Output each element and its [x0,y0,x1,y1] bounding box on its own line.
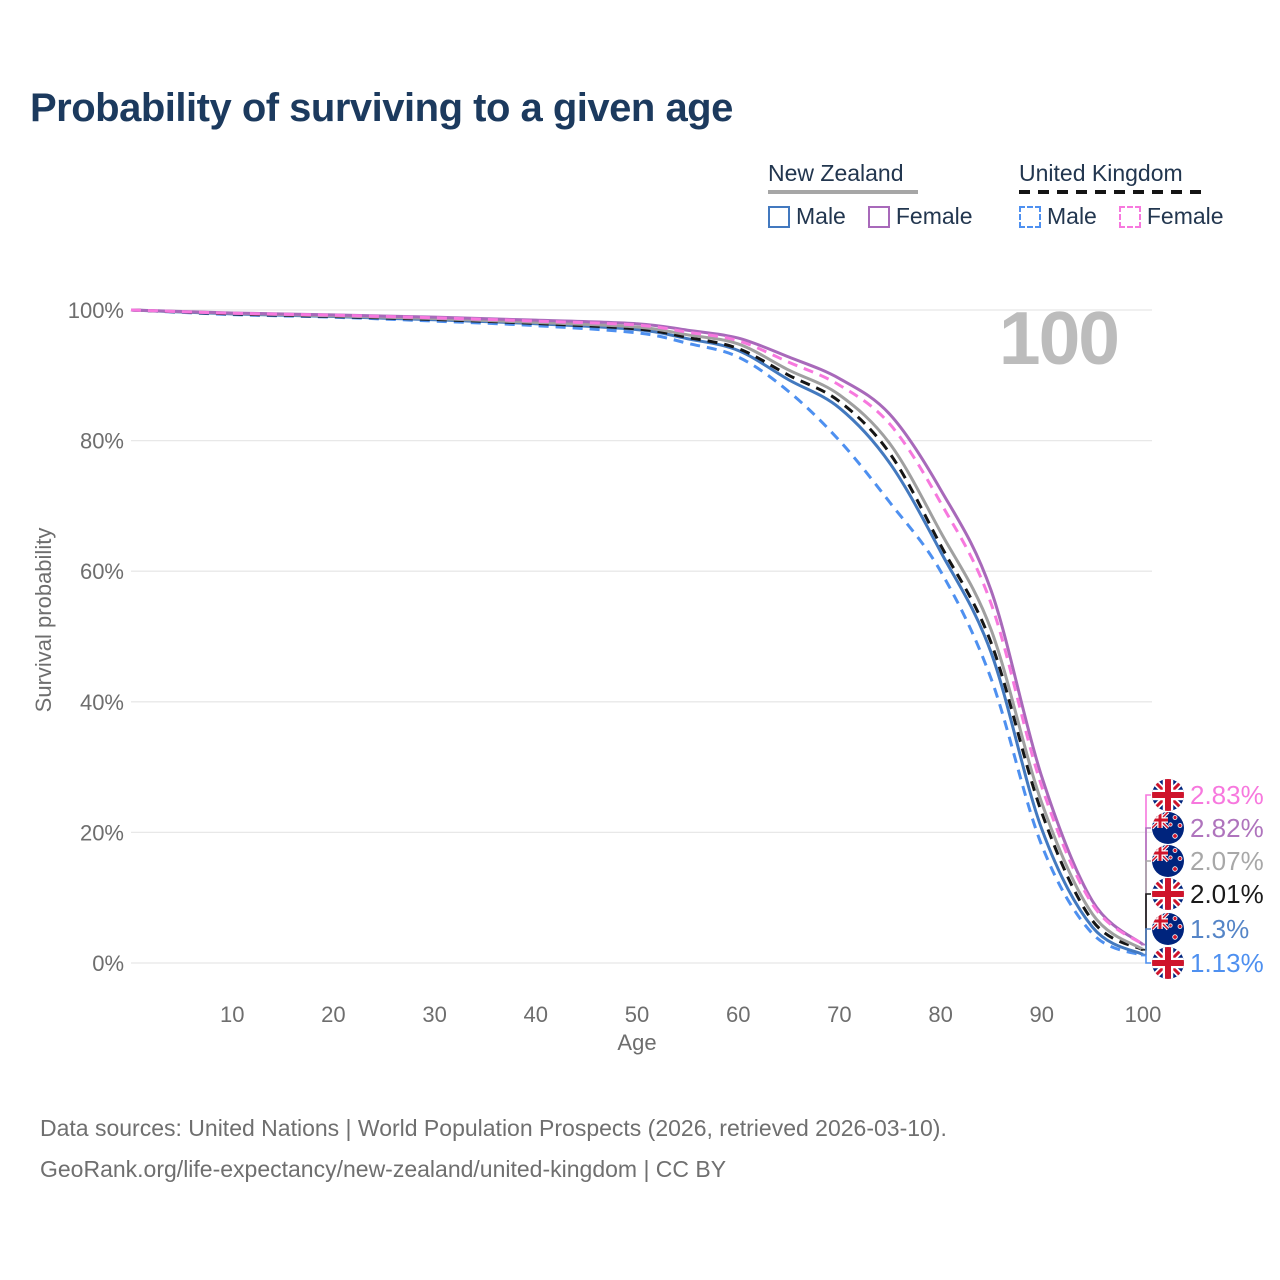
uk-flag-icon [1152,878,1184,910]
svg-text:100: 100 [1125,1002,1162,1027]
legend-item-nz-male[interactable]: Male [768,203,846,230]
nz-flag-icon [1152,845,1184,877]
end-label-row: 2.07% [1152,845,1264,877]
y-axis-title: Survival probability [31,527,56,713]
svg-text:40: 40 [524,1002,548,1027]
uk-female-swatch-icon [1118,205,1141,228]
svg-text:70: 70 [827,1002,851,1027]
curve-uk-female [130,308,1144,946]
svg-text:90: 90 [1030,1002,1054,1027]
nz-male-swatch-icon [768,205,790,228]
legend-group-title-uk: United Kingdom [1019,160,1183,186]
footer-sources: Data sources: United Nations | World Pop… [40,1115,947,1141]
legend-item-label: Female [1146,203,1224,229]
svg-text:10: 10 [220,1002,244,1027]
end-label-value: 1.3% [1190,913,1250,944]
end-label-value: 2.01% [1190,878,1264,909]
nz-female-swatch-icon [867,205,890,228]
curve-nz-both [130,308,1144,951]
legend-item-uk-female[interactable]: Female [1118,203,1224,230]
page-title: Probability of surviving to a given age [30,86,733,130]
footer-link: GeoRank.org/life-expectancy/new-zealand/… [40,1156,727,1182]
gridlines [131,309,1152,964]
svg-text:0%: 0% [92,951,124,976]
end-label-value: 2.83% [1190,779,1264,810]
legend-group-united-kingdom: United Kingdom Male Female [1019,160,1224,230]
legend-group-title-nz: New Zealand [768,160,904,186]
nz-flag-icon [1152,913,1184,945]
end-label-value: 2.82% [1190,812,1264,843]
svg-text:100: 100 [999,296,1118,380]
curve-uk-male [130,308,1144,958]
svg-text:100%: 100% [68,298,124,323]
end-label-row: 1.3% [1152,913,1249,945]
svg-text:40%: 40% [80,690,124,715]
survival-curves [130,308,1144,958]
svg-text:Age: Age [617,1030,656,1055]
svg-text:50: 50 [625,1002,649,1027]
svg-text:80: 80 [928,1002,952,1027]
footer: Data sources: United Nations | World Pop… [40,1108,947,1190]
end-label-row: 1.13% [1152,947,1264,979]
curve-nz-female [130,308,1144,946]
watermark: 100 [999,296,1120,380]
legend-group-new-zealand: New Zealand Male Female [768,160,973,230]
svg-text:60: 60 [726,1002,750,1027]
legend-underline-solid [768,190,918,194]
svg-text:60%: 60% [80,559,124,584]
nz-flag-icon [1152,812,1184,844]
end-label-value: 2.07% [1190,845,1264,876]
curve-uk-both [130,308,1144,952]
svg-text:20: 20 [321,1002,345,1027]
uk-flag-icon [1152,947,1184,979]
end-label-value: 1.13% [1190,947,1264,978]
legend-item-label: Female [895,203,973,229]
uk-flag-icon [1152,779,1184,811]
legend-underline-dashed [1019,190,1207,194]
end-label-row: 2.83% [1152,779,1264,811]
legend-item-label: Male [796,203,846,229]
svg-text:80%: 80% [80,429,124,454]
svg-text:20%: 20% [80,820,124,845]
axis-ticks: 0% 20% 40% 60% 80% 100% 10 20 30 40 50 60 70 80 90 100 A… [68,298,1162,1055]
svg-text:30: 30 [422,1002,446,1027]
legend-item-nz-female[interactable]: Female [867,203,973,230]
uk-male-swatch-icon [1019,205,1041,228]
end-label-row: 2.82% [1152,812,1264,844]
end-label-row: 2.01% [1152,878,1264,910]
legend-item-label: Male [1047,203,1097,229]
legend-item-uk-male[interactable]: Male [1019,203,1097,230]
label-connectors [1141,794,1151,964]
